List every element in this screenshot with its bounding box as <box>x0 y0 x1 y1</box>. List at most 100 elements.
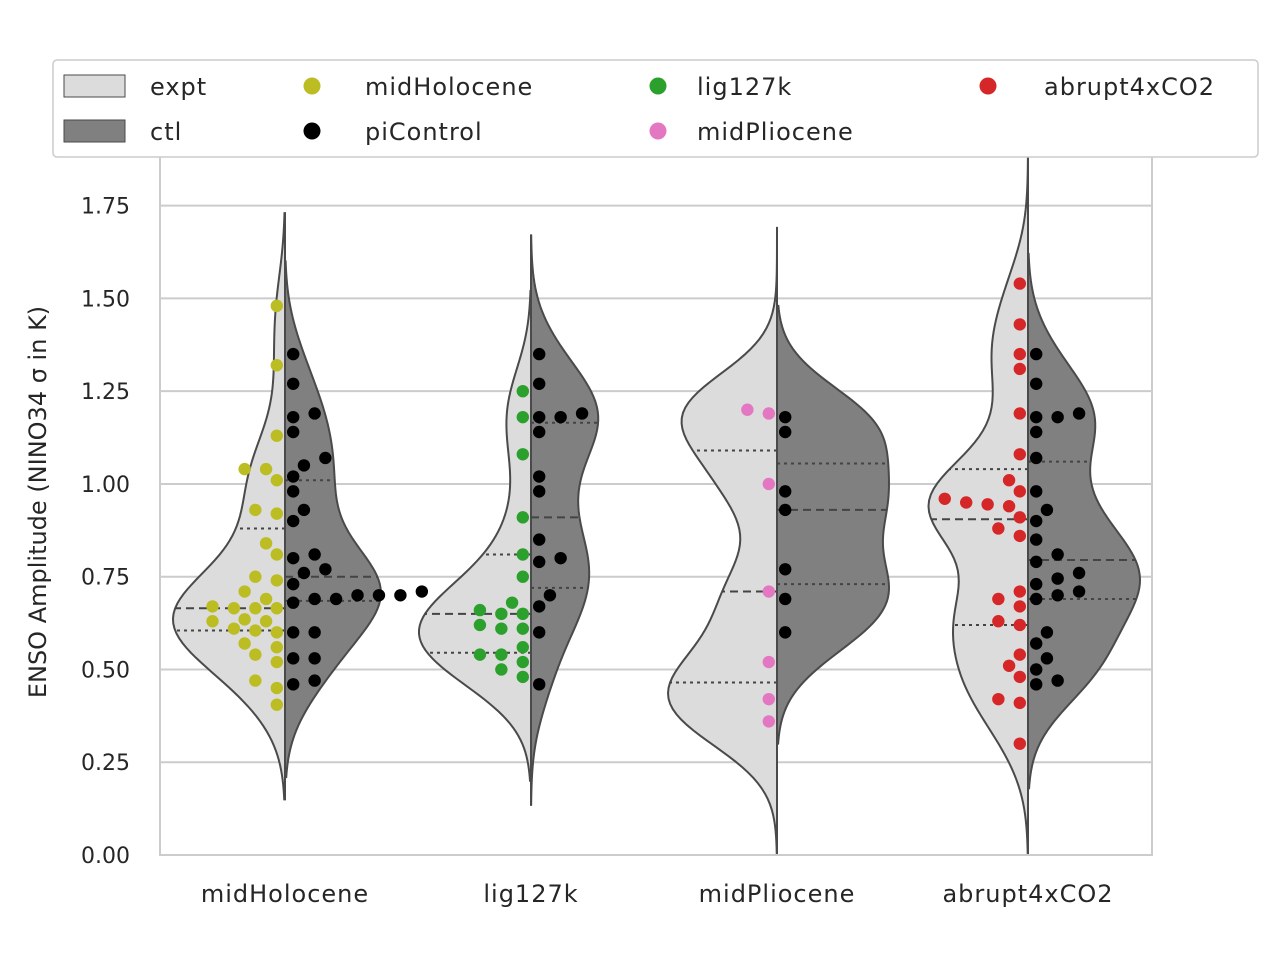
data-point <box>516 548 529 561</box>
data-point <box>1051 572 1064 585</box>
data-point <box>779 485 792 498</box>
data-point <box>495 622 508 635</box>
violin-ctl-lig127k <box>530 234 600 806</box>
legend-label: lig127k <box>697 73 792 101</box>
data-point <box>270 574 283 587</box>
data-point <box>319 451 332 465</box>
data-point <box>249 570 262 583</box>
data-point <box>1013 485 1026 498</box>
legend-label: midPliocene <box>697 118 854 146</box>
data-point <box>516 448 529 461</box>
data-point <box>287 596 300 609</box>
data-point <box>287 514 300 528</box>
data-point <box>779 626 792 639</box>
data-point <box>533 377 546 390</box>
data-point <box>554 410 567 424</box>
data-point <box>206 615 219 628</box>
data-point <box>1013 448 1026 461</box>
data-point <box>1030 637 1043 650</box>
data-point <box>1030 514 1043 528</box>
data-point <box>1002 474 1016 487</box>
data-point <box>329 592 343 606</box>
data-point <box>516 410 529 424</box>
data-points <box>206 277 1086 750</box>
data-point <box>270 698 283 711</box>
data-point <box>1030 555 1043 569</box>
data-point <box>297 459 311 472</box>
data-point <box>1030 377 1043 390</box>
data-point <box>1030 533 1043 546</box>
legend: expt ctl midHolocene piControl lig127k midPli… <box>52 59 1259 158</box>
data-point <box>1013 737 1026 750</box>
data-point <box>259 537 273 550</box>
x-tick-label: abrupt4xCO2 <box>942 880 1113 908</box>
data-point <box>533 678 546 691</box>
data-point <box>533 533 546 546</box>
violin-expt-midHolocene <box>171 212 286 801</box>
violin-ctl-midHolocene <box>284 260 382 779</box>
data-point <box>1040 652 1054 665</box>
data-point <box>415 585 429 598</box>
x-tick-label: lig127k <box>483 880 578 908</box>
data-point <box>1030 663 1043 676</box>
data-point <box>238 613 251 626</box>
data-point <box>287 377 300 390</box>
y-tick-label: 0.25 <box>81 751 130 776</box>
data-point <box>249 674 262 687</box>
legend-label: expt <box>150 73 207 101</box>
data-point <box>473 603 487 617</box>
data-point <box>287 678 300 691</box>
data-point <box>762 715 775 728</box>
data-point <box>249 624 262 637</box>
data-point <box>543 589 557 602</box>
data-point <box>533 626 546 639</box>
data-point <box>495 648 508 661</box>
data-point <box>270 548 283 561</box>
data-point <box>1013 648 1026 661</box>
data-point <box>938 492 951 505</box>
data-point <box>1072 566 1086 580</box>
data-point <box>259 615 273 628</box>
data-point <box>308 592 321 606</box>
data-point <box>554 551 567 565</box>
data-point <box>287 551 300 565</box>
y-tick-label: 1.00 <box>81 473 130 498</box>
legend-marker <box>303 77 321 95</box>
data-point <box>992 615 1005 628</box>
data-point <box>227 622 241 635</box>
data-point <box>505 596 519 609</box>
data-point <box>1013 585 1026 598</box>
data-point <box>779 592 792 606</box>
data-point <box>1013 277 1026 290</box>
data-point <box>287 626 300 639</box>
data-point <box>575 407 589 420</box>
data-point <box>1030 577 1043 591</box>
data-point <box>1030 451 1043 465</box>
y-tick-labels: 0.00 0.25 0.50 0.75 1.00 1.25 1.50 1.75 <box>81 195 130 869</box>
data-point <box>1030 410 1043 424</box>
violin-ctl-abrupt4xCO2 <box>1027 252 1142 790</box>
data-point <box>779 563 792 576</box>
data-point <box>1013 318 1026 331</box>
x-tick-label: midHolocene <box>201 880 369 908</box>
data-point <box>270 299 283 313</box>
data-point <box>1030 425 1043 439</box>
data-point <box>394 589 407 602</box>
data-point <box>308 626 321 639</box>
data-point <box>238 462 251 476</box>
legend-label: piControl <box>365 118 483 146</box>
data-point <box>287 577 300 591</box>
data-point <box>1013 618 1026 632</box>
data-point <box>287 425 300 439</box>
data-point <box>297 566 311 580</box>
data-point <box>270 602 283 615</box>
data-point <box>762 692 775 706</box>
data-point <box>779 503 792 517</box>
data-point <box>308 407 321 420</box>
legend-label: abrupt4xCO2 <box>1044 73 1215 101</box>
data-point <box>981 498 994 511</box>
x-tick-labels: midHolocene lig127k midPliocene abrupt4xCO2 <box>201 880 1113 908</box>
data-point <box>533 347 546 361</box>
y-tick-label: 0.50 <box>81 658 130 683</box>
